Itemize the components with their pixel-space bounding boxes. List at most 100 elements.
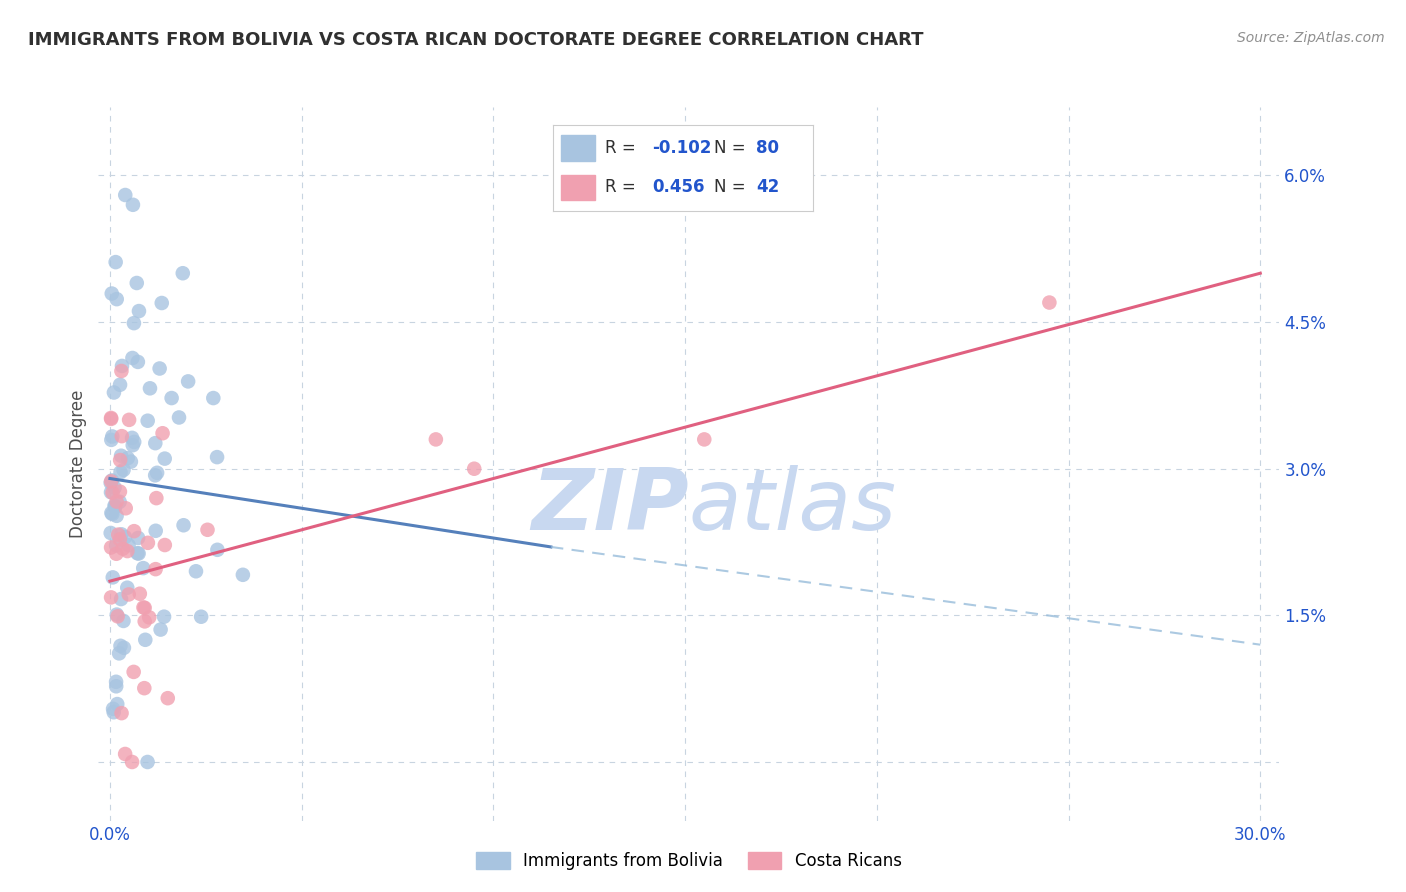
Point: [105, 508, 128, 523]
Point: [136, 414, 159, 428]
Point: [101, 507, 124, 521]
Point: [105, 494, 128, 508]
Point: [134, 615, 156, 629]
Point: [205, 450, 228, 464]
Point: [232, 567, 254, 582]
Point: [107, 609, 129, 624]
Point: [125, 276, 148, 290]
Point: [134, 681, 156, 695]
Point: [114, 530, 136, 544]
Point: [101, 485, 124, 500]
Point: [117, 544, 139, 558]
Point: [105, 674, 128, 689]
Point: [143, 468, 166, 483]
Point: [105, 607, 128, 622]
Point: [143, 436, 166, 450]
Point: [103, 499, 125, 513]
Point: [117, 538, 139, 552]
Point: [1038, 295, 1060, 310]
Point: [100, 433, 122, 447]
Legend: Immigrants from Bolivia, Costa Ricans: Immigrants from Bolivia, Costa Ricans: [470, 845, 908, 877]
Point: [104, 500, 127, 514]
Point: [108, 377, 131, 392]
Text: ZIP: ZIP: [531, 465, 689, 549]
Point: [138, 610, 160, 624]
Point: [105, 547, 128, 561]
Point: [108, 646, 131, 660]
Text: IMMIGRANTS FROM BOLIVIA VS COSTA RICAN DOCTORATE DEGREE CORRELATION CHART: IMMIGRANTS FROM BOLIVIA VS COSTA RICAN D…: [28, 31, 924, 49]
Point: [122, 665, 145, 679]
Point: [100, 541, 122, 555]
Point: [112, 463, 135, 477]
Point: [101, 570, 124, 584]
Point: [112, 614, 135, 628]
Point: [111, 541, 134, 556]
Point: [101, 429, 124, 443]
Point: [104, 255, 127, 269]
Point: [118, 587, 141, 601]
Point: [197, 523, 219, 537]
Point: [152, 426, 174, 441]
Point: [693, 433, 716, 447]
Point: [100, 506, 122, 520]
Point: [202, 391, 225, 405]
Point: [145, 562, 167, 576]
Point: [111, 429, 134, 443]
Point: [132, 561, 155, 575]
Point: [120, 455, 142, 469]
Point: [128, 547, 150, 561]
Point: [111, 359, 134, 373]
Point: [139, 381, 162, 395]
Point: [110, 706, 132, 720]
Text: atlas: atlas: [689, 465, 897, 549]
Point: [100, 412, 122, 426]
Point: [114, 501, 136, 516]
Point: [110, 639, 132, 653]
Point: [145, 524, 167, 538]
Point: [101, 702, 124, 716]
Y-axis label: Doctorate Degree: Doctorate Degree: [69, 390, 87, 538]
Point: [103, 481, 125, 495]
Point: [105, 697, 128, 711]
Point: [127, 546, 149, 560]
Point: [122, 198, 145, 212]
Point: [153, 538, 176, 552]
Point: [156, 691, 179, 706]
Point: [112, 640, 135, 655]
Point: [425, 433, 447, 447]
Point: [121, 431, 143, 445]
Point: [134, 632, 156, 647]
Point: [167, 410, 190, 425]
Point: [172, 266, 194, 280]
Point: [110, 449, 132, 463]
Point: [105, 292, 128, 306]
Point: [122, 434, 145, 449]
Point: [118, 413, 141, 427]
Point: [121, 351, 143, 365]
Point: [108, 495, 131, 509]
Point: [190, 609, 212, 624]
Point: [184, 564, 207, 578]
Point: [160, 391, 183, 405]
Point: [153, 609, 176, 624]
Point: [110, 592, 132, 607]
Point: [108, 453, 131, 467]
Point: [114, 188, 136, 202]
Point: [173, 518, 195, 533]
Point: [101, 474, 124, 488]
Text: Source: ZipAtlas.com: Source: ZipAtlas.com: [1237, 31, 1385, 45]
Point: [127, 531, 149, 545]
Point: [134, 600, 156, 615]
Point: [105, 679, 128, 693]
Point: [132, 600, 155, 615]
Point: [100, 475, 122, 489]
Point: [463, 461, 485, 475]
Point: [153, 451, 176, 466]
Point: [145, 491, 167, 505]
Point: [108, 533, 131, 547]
Point: [100, 411, 122, 425]
Point: [103, 705, 125, 719]
Point: [110, 465, 132, 479]
Point: [207, 542, 229, 557]
Point: [104, 500, 127, 514]
